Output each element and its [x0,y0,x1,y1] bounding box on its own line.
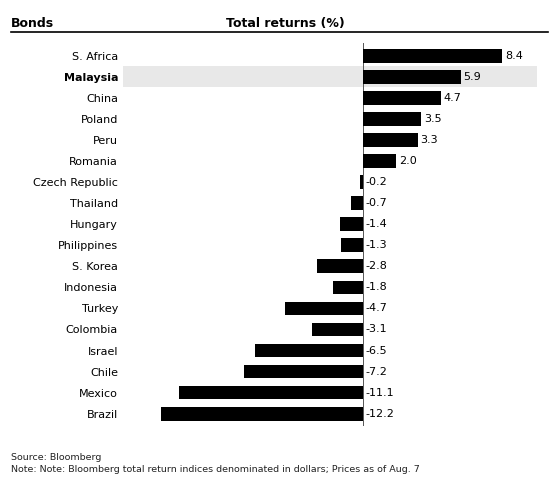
Bar [363,112,421,126]
Bar [351,196,363,210]
Bar [363,70,461,84]
Text: 2.0: 2.0 [399,156,416,166]
Bar [255,343,363,357]
Text: -12.2: -12.2 [366,409,395,419]
Text: 8.4: 8.4 [505,51,523,61]
Bar [363,154,396,168]
Bar [244,365,363,378]
Text: -1.3: -1.3 [366,240,387,250]
Text: 5.9: 5.9 [463,72,481,82]
Bar [123,66,537,87]
Text: -7.2: -7.2 [366,366,388,376]
Bar [179,386,363,399]
Bar [363,91,440,105]
Bar [161,407,363,421]
Text: 4.7: 4.7 [444,93,462,103]
Bar [363,133,418,147]
Text: -4.7: -4.7 [366,303,388,313]
Text: 3.5: 3.5 [424,114,442,124]
Text: Bonds: Bonds [11,17,54,30]
Bar [359,175,363,189]
Text: -1.8: -1.8 [366,282,387,292]
Text: -0.2: -0.2 [366,177,387,187]
Bar [285,302,363,315]
Bar [340,217,363,231]
Text: -6.5: -6.5 [366,345,387,355]
Bar [316,260,363,273]
Text: -2.8: -2.8 [366,261,388,271]
Bar [342,239,363,252]
Text: Note: Note: Bloomberg total return indices denominated in dollars; Prices as of : Note: Note: Bloomberg total return indic… [11,465,420,474]
Bar [333,281,363,294]
Bar [311,323,363,336]
Bar [363,49,502,63]
Text: 3.3: 3.3 [420,135,438,145]
Text: -0.7: -0.7 [366,198,387,208]
Text: Total returns (%): Total returns (%) [226,17,345,30]
Text: -3.1: -3.1 [366,324,387,334]
Text: -1.4: -1.4 [366,219,387,229]
Text: -11.1: -11.1 [366,388,395,398]
Text: Source: Bloomberg: Source: Bloomberg [11,453,102,462]
